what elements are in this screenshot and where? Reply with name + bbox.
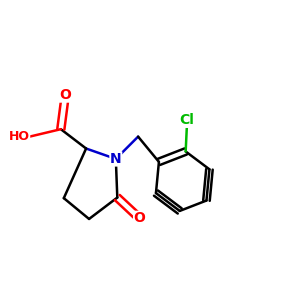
- Text: N: N: [110, 152, 122, 166]
- Text: HO: HO: [9, 130, 30, 143]
- Text: O: O: [134, 212, 146, 225]
- Text: Cl: Cl: [180, 113, 195, 127]
- Text: O: O: [59, 88, 71, 102]
